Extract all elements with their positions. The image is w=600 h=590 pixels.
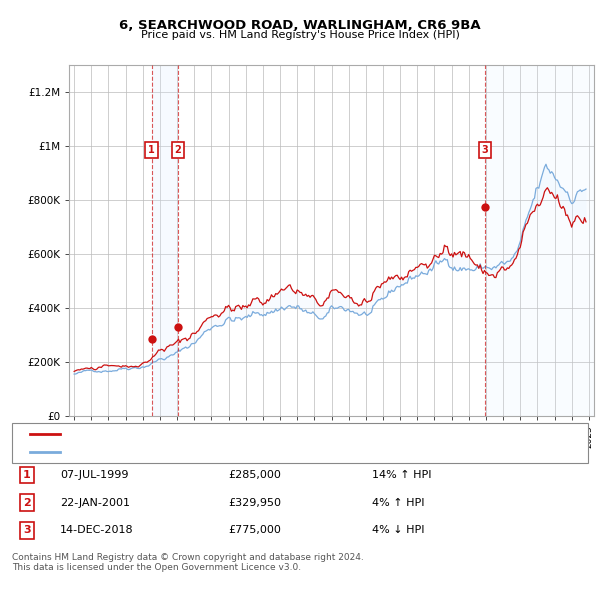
Text: 4% ↓ HPI: 4% ↓ HPI: [372, 526, 425, 535]
Text: 1: 1: [23, 470, 31, 480]
Text: HPI: Average price, detached house, Tandridge: HPI: Average price, detached house, Tand…: [69, 447, 313, 457]
Text: 14-DEC-2018: 14-DEC-2018: [60, 526, 134, 535]
Text: £285,000: £285,000: [228, 470, 281, 480]
Text: 6, SEARCHWOOD ROAD, WARLINGHAM, CR6 9BA (detached house): 6, SEARCHWOOD ROAD, WARLINGHAM, CR6 9BA …: [69, 430, 418, 440]
Text: Contains HM Land Registry data © Crown copyright and database right 2024.: Contains HM Land Registry data © Crown c…: [12, 553, 364, 562]
Text: 6, SEARCHWOOD ROAD, WARLINGHAM, CR6 9BA: 6, SEARCHWOOD ROAD, WARLINGHAM, CR6 9BA: [119, 19, 481, 32]
Text: 2: 2: [175, 145, 181, 155]
Text: Price paid vs. HM Land Registry's House Price Index (HPI): Price paid vs. HM Land Registry's House …: [140, 30, 460, 40]
Text: 3: 3: [482, 145, 488, 155]
Bar: [485, 65, 594, 416]
Text: 07-JUL-1999: 07-JUL-1999: [60, 470, 128, 480]
Text: 22-JAN-2001: 22-JAN-2001: [60, 498, 130, 507]
Text: This data is licensed under the Open Government Licence v3.0.: This data is licensed under the Open Gov…: [12, 563, 301, 572]
Text: £329,950: £329,950: [228, 498, 281, 507]
Text: 2: 2: [23, 498, 31, 507]
Text: £775,000: £775,000: [228, 526, 281, 535]
Text: 1: 1: [148, 145, 155, 155]
Bar: [152, 65, 178, 416]
Text: 4% ↑ HPI: 4% ↑ HPI: [372, 498, 425, 507]
Text: 14% ↑ HPI: 14% ↑ HPI: [372, 470, 431, 480]
Text: 3: 3: [23, 526, 31, 535]
